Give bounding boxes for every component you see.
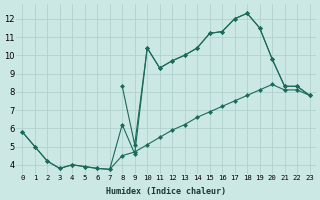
X-axis label: Humidex (Indice chaleur): Humidex (Indice chaleur) bbox=[106, 187, 226, 196]
